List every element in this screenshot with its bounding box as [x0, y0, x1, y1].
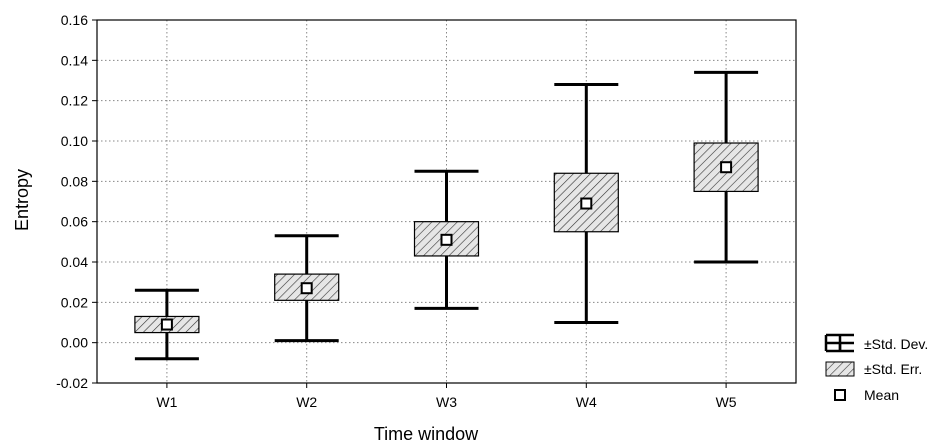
y-tick-label: -0.02	[56, 375, 88, 391]
box-w3	[413, 169, 480, 310]
std-err-box	[413, 221, 480, 257]
legend-item-std-dev: ±Std. Dev.	[824, 333, 928, 353]
legend: ±Std. Dev. ±Std. Err. Mean	[824, 333, 928, 403]
y-tick-label: 0.10	[61, 133, 88, 149]
box-w5	[693, 70, 759, 264]
x-tick-label: W4	[576, 394, 597, 410]
x-tick-label: W1	[156, 394, 177, 410]
x-axis-label: Time window	[374, 424, 479, 444]
legend-label-mean: Mean	[864, 387, 899, 403]
mean-marker	[160, 318, 173, 331]
box-w2	[274, 234, 340, 343]
y-tick-label: 0.12	[61, 93, 88, 109]
x-tick-label: W3	[436, 394, 457, 410]
y-tick-label: 0.06	[61, 214, 88, 230]
y-tick-label: 0.16	[61, 12, 88, 28]
y-tick-label: 0.08	[61, 173, 88, 189]
mean-marker	[580, 197, 593, 210]
legend-label-std-dev: ±Std. Dev.	[864, 336, 928, 352]
y-tick-label: 0.04	[61, 254, 88, 270]
y-axis-label: Entropy	[12, 169, 32, 231]
x-axis: W1 W2 W3 W4 W5	[156, 383, 737, 410]
x-tick-label: W2	[296, 394, 317, 410]
std-err-box	[693, 142, 759, 193]
mean-marker	[300, 282, 313, 295]
legend-label-std-err: ±Std. Err.	[864, 361, 922, 377]
mean-marker	[440, 233, 453, 246]
legend-item-mean: Mean	[834, 387, 899, 403]
legend-item-std-err: ±Std. Err.	[825, 361, 922, 377]
mean-marker	[720, 161, 733, 174]
box-w1	[134, 288, 200, 361]
y-tick-label: 0.02	[61, 294, 88, 310]
y-tick-label: 0.14	[61, 52, 88, 68]
data-series	[134, 70, 759, 361]
y-tick-label: 0.00	[61, 335, 88, 351]
box-w4	[553, 83, 619, 324]
y-axis: -0.02 0.00 0.02 0.04 0.06 0.08 0.10 0.12 0.14 0.1…	[56, 12, 97, 391]
x-tick-label: W5	[716, 394, 737, 410]
